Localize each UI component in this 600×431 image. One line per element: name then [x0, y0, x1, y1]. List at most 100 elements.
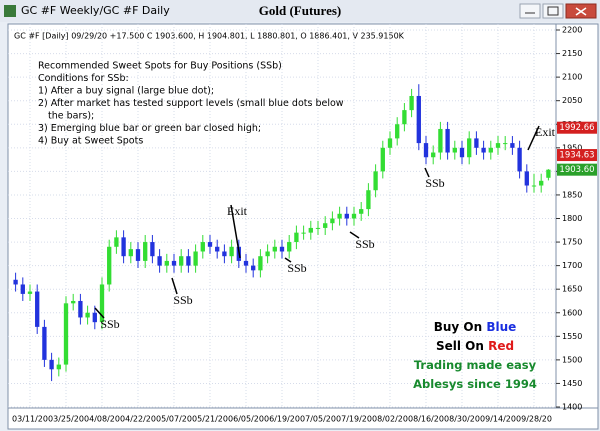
annotation: SSb [173, 293, 192, 307]
y-tick-label: 1700 [562, 261, 582, 270]
y-tick-label: 1550 [562, 332, 582, 341]
annotation: Exit [227, 204, 248, 218]
legend-line: Trading made easy [414, 358, 537, 372]
price-tag [557, 121, 597, 134]
maximize-icon [547, 6, 559, 16]
candle-body [488, 147, 493, 153]
minimize-button[interactable] [519, 3, 541, 19]
candle-body [229, 246, 234, 257]
x-tick-label: 04/22/20 [120, 415, 156, 424]
candle-body [193, 251, 198, 266]
candle-body [207, 242, 213, 247]
x-tick-label: 04/08/20 [84, 415, 120, 424]
candle-body [99, 284, 105, 323]
candle-body [481, 147, 486, 153]
legend-text: Buy On [434, 320, 482, 334]
close-icon [575, 7, 587, 16]
x-tick-label: 05/21/20 [192, 415, 228, 424]
candle-body [474, 138, 479, 148]
candle-body [171, 260, 177, 266]
candle-body [366, 190, 371, 210]
candle-body [157, 256, 162, 266]
price-tag-label: 1903.60 [559, 165, 594, 175]
candle-body [265, 251, 270, 257]
x-tick-label: 08/16/20 [408, 415, 444, 424]
candle-body [215, 246, 220, 252]
maximize-button[interactable] [542, 3, 564, 19]
candle-body [35, 291, 40, 327]
candle-body [452, 147, 457, 153]
candle-body [503, 143, 508, 145]
candle-body [150, 242, 155, 257]
candle-body [27, 291, 33, 294]
candle-body [200, 242, 205, 252]
info-line: GC #F [Daily] 09/29/20 +17.500 C 1903.60… [14, 32, 405, 41]
y-tick-label: 2200 [562, 26, 582, 35]
y-tick-label: 1750 [562, 238, 582, 247]
x-axis-area [7, 407, 599, 430]
candle-body [63, 303, 69, 365]
candle-body [546, 169, 551, 178]
y-tick-label: 2100 [562, 73, 582, 82]
candle-body [337, 213, 342, 219]
candle-body [128, 249, 133, 257]
window-buttons [519, 3, 597, 19]
candle-body [42, 326, 47, 360]
note-line: 2) After market has tested support level… [38, 98, 344, 109]
candle-body [164, 260, 169, 266]
app-icon [4, 5, 16, 17]
candle-body [135, 249, 141, 261]
x-tick-label: 03/25/20 [48, 415, 84, 424]
candle-body [539, 180, 544, 186]
x-tick-label: 08/30/20 [444, 415, 480, 424]
candle-body [373, 171, 378, 191]
x-tick-label: 06/05/20 [228, 415, 264, 424]
x-tick-label: 08/02/20 [372, 415, 408, 424]
x-tick-label: 07/05/20 [300, 415, 336, 424]
candle-body [114, 237, 119, 247]
price-tag [557, 149, 597, 162]
title-bar [0, 0, 600, 22]
candle-body [71, 300, 76, 304]
candle-body [359, 209, 364, 214]
candle-body [186, 256, 191, 266]
y-tick-label: 1650 [562, 285, 582, 294]
candle-body [56, 364, 61, 370]
candle-body [409, 95, 414, 111]
candle-body [301, 232, 306, 234]
annotation-arrow [349, 231, 360, 239]
annotation-arrow [94, 307, 105, 319]
y-tick-label: 1950 [562, 143, 582, 152]
x-tick-label: 07/19/20 [336, 415, 372, 424]
x-tick-label: 06/19/20 [264, 415, 300, 424]
candle-body [438, 128, 443, 153]
candle-body [330, 218, 335, 224]
y-tick-label: 1450 [562, 379, 582, 388]
legend-text: Red [488, 339, 514, 353]
legend-text: Blue [486, 320, 516, 334]
candle-body [423, 143, 429, 158]
candle-body [294, 232, 299, 243]
price-tag-label: 1934.63 [559, 151, 594, 161]
legend-line: Buy On Blue [434, 320, 517, 334]
candle-body [416, 95, 421, 144]
candle-body [467, 138, 472, 158]
legend-line: Sell On Red [436, 339, 514, 353]
annotation: SSb [100, 317, 119, 331]
candle-body [380, 147, 385, 172]
candle-body [107, 246, 112, 285]
candle-body [13, 279, 18, 285]
candle-body [85, 312, 90, 318]
x-tick-label: 05/07/20 [156, 415, 192, 424]
candle-body [78, 300, 83, 318]
note-line: Conditions for SSb: [38, 73, 129, 84]
candle-body [315, 227, 321, 229]
x-tick-label: 09/14/20 [480, 415, 516, 424]
candle-body [495, 143, 501, 148]
annotation-arrow [230, 204, 241, 259]
candle-body [92, 312, 97, 323]
annotation-arrow [527, 125, 540, 151]
candle-body [251, 265, 256, 271]
chart-title: Gold (Futures) [259, 3, 341, 18]
